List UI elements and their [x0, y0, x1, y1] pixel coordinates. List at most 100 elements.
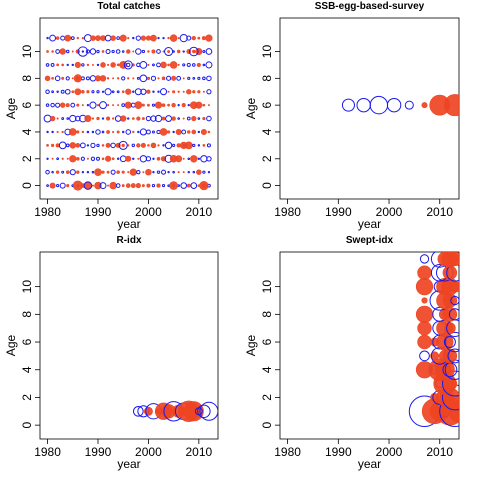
residual-point-positive [417, 265, 432, 281]
residual-point-positive [175, 155, 183, 163]
residual-point-positive [110, 35, 116, 41]
x-tick-label: 1990 [325, 205, 352, 219]
residual-point-negative [132, 90, 135, 93]
residual-point-positive [51, 76, 54, 80]
residual-point-positive [177, 171, 180, 174]
residual-point-negative [56, 90, 59, 93]
residual-point-negative [187, 103, 190, 107]
residual-point-positive [187, 130, 191, 134]
residual-point-positive [111, 157, 115, 161]
residual-point-negative [186, 35, 192, 41]
residual-point-positive [417, 334, 432, 350]
residual-point-positive [74, 61, 81, 69]
residual-point-positive [141, 184, 145, 188]
residual-point-negative [111, 90, 115, 94]
x-axis-label: year [117, 457, 140, 471]
residual-point-negative [205, 61, 213, 69]
residual-point-positive [125, 155, 132, 162]
x-tick-label: 2000 [135, 205, 162, 219]
residual-point-negative [127, 117, 130, 120]
residual-point-negative [450, 295, 459, 306]
residual-point-negative [202, 63, 206, 67]
residual-point-positive [72, 180, 83, 191]
residual-point-negative [180, 182, 188, 189]
residual-point-positive [186, 89, 192, 95]
residual-point-positive [131, 117, 135, 120]
residual-point-negative [132, 36, 135, 40]
residual-point-negative [66, 117, 70, 120]
residual-point-negative [45, 89, 50, 94]
residual-point-positive [134, 101, 143, 110]
residual-point-negative [151, 183, 156, 188]
residual-point-positive [116, 170, 120, 174]
residual-point-positive [442, 265, 458, 281]
residual-point-negative [119, 155, 127, 163]
residual-point-positive [444, 322, 456, 335]
residual-point-negative [80, 156, 85, 161]
residual-point-negative [207, 171, 211, 174]
residual-point-positive [56, 117, 59, 120]
residual-point-positive [126, 49, 131, 54]
residual-point-positive [101, 50, 105, 53]
residual-point-positive [91, 117, 95, 120]
residual-point-negative [205, 48, 213, 55]
residual-point-positive [129, 168, 137, 176]
residual-point-positive [59, 48, 66, 55]
residual-point-positive [101, 170, 105, 174]
y-tick-label: 4 [260, 366, 274, 373]
residual-point-positive [202, 103, 206, 107]
residual-point-negative [161, 169, 167, 175]
residual-point-negative [56, 183, 60, 188]
residual-point-negative [126, 62, 131, 68]
residual-point-positive [109, 181, 117, 190]
residual-point-negative [45, 103, 50, 107]
residual-point-negative [152, 157, 155, 160]
residual-point-positive [195, 101, 203, 109]
residual-point-negative [60, 35, 66, 41]
y-tick-label: 0 [20, 421, 34, 428]
residual-point-negative [156, 129, 161, 135]
residual-point-negative [187, 76, 191, 80]
x-tick-label: 2000 [135, 445, 162, 459]
residual-point-positive [157, 144, 160, 147]
residual-point-negative [189, 46, 199, 57]
residual-point-negative [166, 75, 172, 81]
residual-point-negative [181, 129, 187, 135]
residual-point-positive [156, 156, 161, 161]
residual-point-positive [167, 36, 170, 40]
residual-point-positive [125, 88, 132, 95]
residual-point-positive [140, 142, 146, 148]
y-axis-label: Age [4, 335, 18, 357]
residual-point-positive [76, 170, 80, 174]
residual-point-negative [197, 130, 201, 134]
residual-point-positive [69, 155, 77, 163]
x-tick-label: 2000 [376, 205, 403, 219]
residual-point-negative [70, 36, 75, 40]
plot-frame [39, 17, 219, 200]
residual-point-positive [182, 157, 185, 160]
residual-point-positive [100, 62, 106, 68]
residual-point-positive [74, 88, 82, 96]
residual-point-positive [417, 320, 432, 336]
y-tick-label: 10 [260, 280, 274, 294]
residual-point-negative [55, 49, 61, 54]
residual-point-positive [65, 103, 70, 108]
residual-point-positive [106, 116, 111, 121]
residual-point-positive [66, 184, 70, 188]
residual-point-positive [81, 130, 85, 134]
bubbles [30, 33, 213, 191]
residual-point-positive [442, 293, 458, 308]
residual-point-negative [165, 115, 173, 123]
residual-point-positive [76, 130, 80, 134]
y-tick-label: 4 [20, 128, 34, 135]
residual-point-positive [181, 103, 186, 108]
residual-point-positive [167, 90, 170, 93]
residual-point-negative [443, 335, 456, 349]
residual-point-negative [404, 100, 414, 110]
residual-point-positive [30, 62, 35, 67]
residual-point-negative [121, 130, 125, 134]
y-tick-label: 8 [260, 311, 274, 318]
residual-point-positive [56, 130, 59, 134]
residual-point-negative [91, 130, 95, 134]
residual-point-negative [157, 36, 160, 40]
